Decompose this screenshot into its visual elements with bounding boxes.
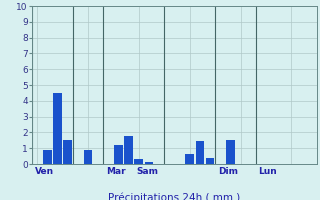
Bar	[185, 154, 194, 164]
Text: Mar: Mar	[106, 167, 126, 176]
Text: Dim: Dim	[218, 167, 238, 176]
Bar	[196, 141, 204, 164]
Bar	[145, 162, 153, 164]
Bar	[43, 150, 52, 164]
Bar	[53, 93, 62, 164]
Bar	[63, 140, 72, 164]
Text: Lun: Lun	[259, 167, 277, 176]
Bar	[114, 145, 123, 164]
Bar	[84, 150, 92, 164]
Bar	[226, 140, 235, 164]
Bar	[206, 158, 214, 164]
Text: Précipitations 24h ( mm ): Précipitations 24h ( mm )	[108, 192, 241, 200]
Bar	[124, 136, 133, 164]
Text: Sam: Sam	[137, 167, 158, 176]
Bar	[134, 159, 143, 164]
Text: Ven: Ven	[35, 167, 54, 176]
